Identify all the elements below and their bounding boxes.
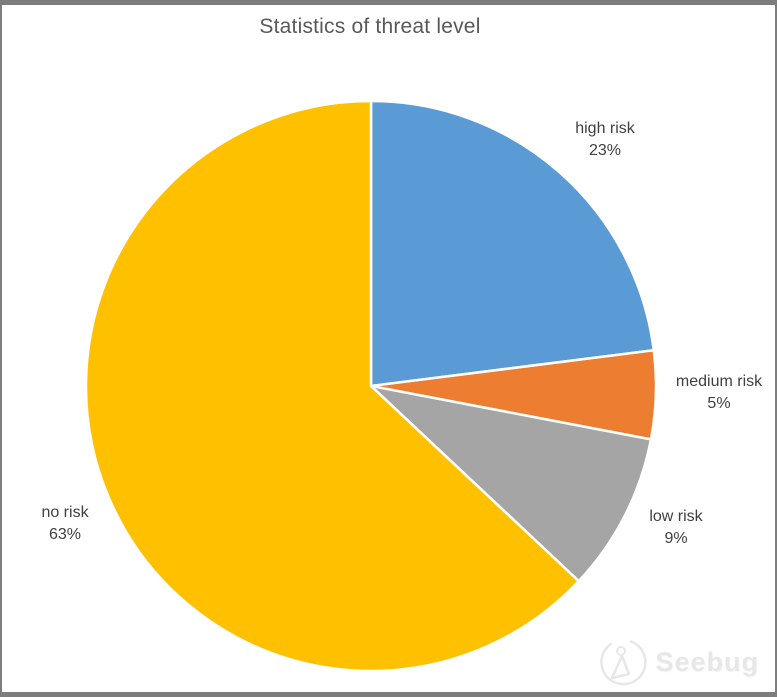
slice-label-name: medium risk bbox=[675, 373, 763, 390]
pie-slices bbox=[84, 99, 658, 673]
slice-label-percent: 23% bbox=[588, 142, 622, 159]
slice-label-name: low risk bbox=[649, 508, 703, 525]
slice-label-medium-risk: medium risk 5% bbox=[676, 371, 762, 415]
pie-chart bbox=[84, 99, 658, 673]
slice-label-percent: 63% bbox=[48, 526, 82, 543]
slice-label-percent: 5% bbox=[707, 395, 731, 412]
slice-label-no-risk: no risk 63% bbox=[41, 502, 88, 546]
pie-slice-low-risk bbox=[369, 384, 653, 583]
pie-slice-no-risk bbox=[84, 99, 581, 673]
slice-label-name: no risk bbox=[41, 504, 89, 521]
seebug-watermark: Seebug bbox=[597, 636, 759, 688]
slice-label-percent: 9% bbox=[664, 530, 688, 547]
seebug-logo-text: Seebug bbox=[655, 646, 759, 677]
pie-slice-high-risk bbox=[369, 99, 655, 388]
slice-label-low-risk: low risk 9% bbox=[649, 506, 702, 550]
slice-label-high-risk: high risk 23% bbox=[575, 118, 635, 162]
seebug-logo-icon bbox=[600, 640, 648, 686]
slice-label-name: high risk bbox=[575, 120, 635, 137]
chart-title: Statistics of threat level bbox=[259, 15, 481, 38]
